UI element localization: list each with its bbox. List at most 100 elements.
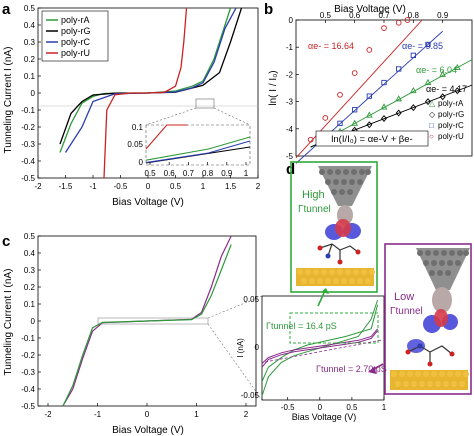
inset-c-ytick-2: -0.05 <box>241 391 260 400</box>
y-tick-label: -0.4 <box>21 157 35 166</box>
data-point-poly-rU <box>366 47 373 53</box>
panel-a-plot: 0.50.40.30.20.10-0.1-0.2-0.3-0.4-0.5 -2-… <box>3 4 261 208</box>
x-tick-label: 1 <box>201 182 206 191</box>
x-tick-label: 1 <box>194 410 199 419</box>
x-tick-label: 1 <box>244 169 249 178</box>
data-point-poly-rU <box>351 70 358 76</box>
data-point-poly-rU <box>381 25 387 32</box>
x-tick-label: -1 <box>94 410 102 419</box>
panel-b-y-ticks: 0 -1 -2 -3 -4 -5 <box>286 16 299 161</box>
y-tick-label: -5 <box>286 152 294 161</box>
y-tick-label: 0 <box>31 317 36 326</box>
y-tick-label: 0 <box>31 89 36 98</box>
y-tick-label: 0.1 <box>24 72 36 81</box>
curve-c-1 <box>62 244 232 407</box>
inset-c-xlabel: Bias Voltage (V) <box>292 412 357 422</box>
panel-c-letter: c <box>2 233 10 250</box>
inset-curve-poly-rA <box>145 136 251 161</box>
x-tick-label: 2 <box>256 182 261 191</box>
legend-b-rA: poly-rA <box>438 99 464 108</box>
x-tick-label: 0.7 <box>378 11 390 20</box>
inset-a-ytick-0: 0.1 <box>132 123 144 132</box>
data-point-poly-rC <box>396 66 402 72</box>
x-tick-label: 1 <box>382 403 387 412</box>
panel-b-letter: b <box>264 1 273 18</box>
x-tick-label: -0.5 <box>114 182 128 191</box>
panel-c-curves <box>62 235 232 407</box>
x-tick-label: 0.6 <box>164 169 176 178</box>
y-tick-label: -2 <box>286 70 294 79</box>
inset-a-ytick-1: 0.05 <box>127 140 143 149</box>
y-tick-label: 0.2 <box>24 283 36 292</box>
high-gamma-label: Γtunnel = 16.4 pS <box>266 321 337 331</box>
curve-poly-rU <box>103 7 188 179</box>
x-tick-label: -1.5 <box>59 182 73 191</box>
y-tick-label: 0.3 <box>24 38 36 47</box>
x-tick-label: 0 <box>318 403 323 412</box>
x-tick-label: 0 <box>146 182 151 191</box>
alpha-rA: αe- = 6.04 <box>416 65 457 75</box>
svg-text:◇: ◇ <box>429 110 436 119</box>
curve-poly-rC <box>64 7 237 153</box>
alpha-rU: αe- = 16.64 <box>308 41 354 51</box>
inset-curve-poly-rU <box>145 124 188 150</box>
data-point-poly-rA <box>365 111 373 118</box>
legend-a-rA: poly-rA <box>61 15 90 25</box>
data-point-poly-rA <box>395 95 403 102</box>
data-point-poly-rA <box>409 86 417 94</box>
y-tick-label: 0.4 <box>24 21 36 30</box>
legend-b-rG: poly-rG <box>438 110 464 119</box>
x-tick-label: 0.8 <box>408 11 420 20</box>
data-point-poly-rA <box>380 103 388 110</box>
data-point-poly-rC <box>337 120 343 127</box>
y-tick-label: 0.3 <box>24 266 36 275</box>
data-point-poly-rG <box>410 104 417 112</box>
x-tick-label: 0.6 <box>349 11 361 20</box>
data-point-poly-rG <box>395 109 402 117</box>
x-tick-label: 1.5 <box>225 182 237 191</box>
inset-c-curve-3 <box>261 328 378 364</box>
y-tick-label: -0.5 <box>21 402 35 411</box>
data-point-poly-rU <box>395 19 402 26</box>
inset-c-ytick-1: 0 <box>255 343 260 352</box>
svg-text:△: △ <box>429 99 436 108</box>
panel-a-curves <box>59 7 243 179</box>
data-point-poly-rU <box>404 17 411 23</box>
alpha-rG: αe- = 4.17 <box>426 84 467 94</box>
legend-a-rC: poly-rC <box>61 37 91 47</box>
x-tick-label: -2 <box>44 410 52 419</box>
panel-c-xlabel: Bias Voltage (V) <box>112 425 184 436</box>
x-tick-label: 0.5 <box>170 182 182 191</box>
legend-a-rU: poly-rU <box>61 48 90 58</box>
panel-c-ylabel: Tunneling Current I (nA) <box>3 269 14 376</box>
data-point-poly-rU <box>322 115 329 121</box>
x-tick-label: 0.5 <box>320 11 332 20</box>
panel-d-high: High Γtunnel <box>290 161 378 293</box>
panel-c-y-ticks: 0.5 0.4 0.3 0.2 0.1 0 -0.1 -0.2 -0.3 -0.4 -0.5 <box>21 232 41 411</box>
svg-text:□: □ <box>429 121 434 130</box>
y-tick-label: 0.2 <box>24 55 36 64</box>
x-tick-label: 0 <box>145 410 150 419</box>
legend-a-rG: poly-rG <box>61 26 91 36</box>
low-gamma-label: Γtunnel = 2.70 pS <box>316 364 387 374</box>
panel-b-ylabel: ln( I / I₀) <box>268 70 279 105</box>
y-tick-label: -0.3 <box>21 368 35 377</box>
panel-a-zoom-box <box>195 98 215 109</box>
panel-b-xlabel: Bias Voltage (V) <box>334 4 406 15</box>
y-tick-label: -4 <box>286 125 294 134</box>
tip-low <box>416 248 470 290</box>
y-tick-label: -0.1 <box>21 106 35 115</box>
x-tick-label: 2 <box>244 410 249 419</box>
inset-c-curve-2 <box>261 330 378 368</box>
svg-text:○: ○ <box>429 132 434 141</box>
data-point-poly-rU <box>307 136 314 143</box>
y-tick-label: -0.1 <box>21 334 35 343</box>
high-label: High <box>302 189 325 201</box>
panel-a-inset: 0.1 0.05 0 0.5 0.6 0.7 0.8 0.9 1 <box>127 123 251 178</box>
data-point-poly-rG <box>366 121 373 129</box>
y-tick-label: -3 <box>286 98 294 107</box>
y-tick-label: -0.5 <box>21 174 35 183</box>
high-gamma-symbol: Γtunnel <box>298 204 331 215</box>
data-point-poly-rA <box>453 63 461 71</box>
